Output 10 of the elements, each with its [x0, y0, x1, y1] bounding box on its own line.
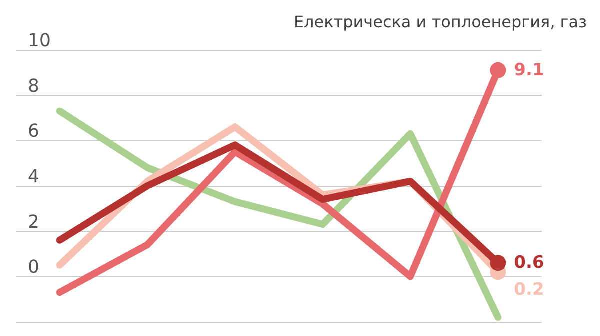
y-tick-label: 10	[28, 30, 51, 52]
y-tick-label: 4	[28, 166, 40, 188]
data-label: 9.1	[514, 60, 544, 80]
data-label: 0.6	[514, 253, 544, 274]
data-label: 0.2	[514, 280, 544, 300]
text: Електрическа и топлоенергия, газ	[294, 12, 587, 32]
y-tick-label: 8	[28, 76, 40, 97]
y-tick-label: 6	[28, 121, 40, 142]
y-tick-label: 2	[28, 212, 40, 233]
y-tick-label: 0	[28, 257, 40, 278]
